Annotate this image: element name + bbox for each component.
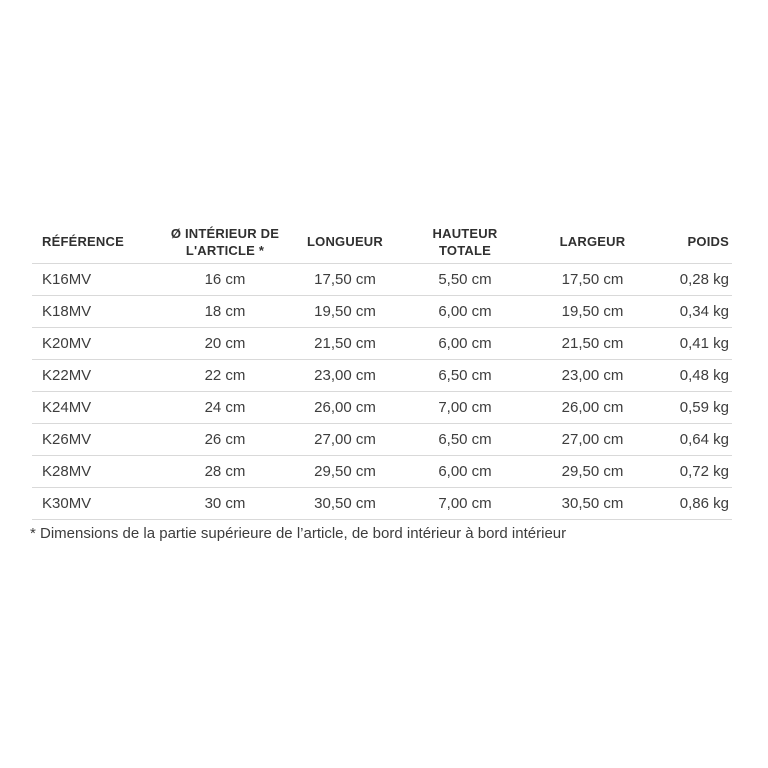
cell-hauteur-totale: 6,50 cm bbox=[390, 423, 540, 456]
table-row: K28MV 28 cm 29,50 cm 6,00 cm 29,50 cm 0,… bbox=[32, 455, 732, 488]
cell-diametre-interieur: 20 cm bbox=[150, 327, 300, 360]
cell-largeur: 29,50 cm bbox=[540, 455, 645, 488]
cell-longueur: 26,00 cm bbox=[300, 391, 390, 424]
col-header-hauteur-totale-label: HAUTEUR TOTALE bbox=[432, 225, 498, 258]
cell-reference: K30MV bbox=[32, 487, 150, 520]
cell-largeur: 17,50 cm bbox=[540, 263, 645, 296]
spec-table-container: RÉFÉRENCE Ø INTÉRIEUR DE L'ARTICLE * LON… bbox=[32, 222, 732, 520]
cell-reference: K18MV bbox=[32, 295, 150, 328]
col-header-poids-label: POIDS bbox=[687, 234, 729, 250]
col-header-longueur-label: LONGUEUR bbox=[307, 234, 383, 250]
cell-hauteur-totale: 6,00 cm bbox=[390, 455, 540, 488]
col-header-hauteur-totale: HAUTEUR TOTALE bbox=[390, 222, 540, 264]
cell-hauteur-totale: 7,00 cm bbox=[390, 391, 540, 424]
cell-diametre-interieur: 22 cm bbox=[150, 359, 300, 392]
footnote: * Dimensions de la partie supérieure de … bbox=[30, 525, 567, 542]
cell-hauteur-totale: 6,00 cm bbox=[390, 327, 540, 360]
cell-longueur: 23,00 cm bbox=[300, 359, 390, 392]
cell-largeur: 26,00 cm bbox=[540, 391, 645, 424]
cell-reference: K16MV bbox=[32, 263, 150, 296]
cell-longueur: 21,50 cm bbox=[300, 327, 390, 360]
cell-largeur: 19,50 cm bbox=[540, 295, 645, 328]
col-header-largeur-label: LARGEUR bbox=[559, 234, 626, 250]
cell-longueur: 29,50 cm bbox=[300, 455, 390, 488]
cell-hauteur-totale: 6,50 cm bbox=[390, 359, 540, 392]
cell-reference: K26MV bbox=[32, 423, 150, 456]
col-header-longueur: LONGUEUR bbox=[300, 222, 390, 264]
cell-reference: K28MV bbox=[32, 455, 150, 488]
cell-largeur: 21,50 cm bbox=[540, 327, 645, 360]
header-row: RÉFÉRENCE Ø INTÉRIEUR DE L'ARTICLE * LON… bbox=[32, 222, 732, 264]
cell-diametre-interieur: 16 cm bbox=[150, 263, 300, 296]
table-row: K16MV 16 cm 17,50 cm 5,50 cm 17,50 cm 0,… bbox=[32, 263, 732, 296]
col-header-poids: POIDS bbox=[645, 222, 732, 264]
col-header-diametre-interieur: Ø INTÉRIEUR DE L'ARTICLE * bbox=[150, 222, 300, 264]
col-header-reference: RÉFÉRENCE bbox=[32, 222, 150, 264]
cell-reference: K24MV bbox=[32, 391, 150, 424]
cell-diametre-interieur: 28 cm bbox=[150, 455, 300, 488]
cell-poids: 0,64 kg bbox=[645, 423, 732, 456]
cell-poids: 0,41 kg bbox=[645, 327, 732, 360]
cell-reference: K22MV bbox=[32, 359, 150, 392]
col-header-diametre-interieur-label: Ø INTÉRIEUR DE L'ARTICLE * bbox=[170, 225, 280, 258]
table-row: K22MV 22 cm 23,00 cm 6,50 cm 23,00 cm 0,… bbox=[32, 359, 732, 392]
cell-poids: 0,72 kg bbox=[645, 455, 732, 488]
cell-poids: 0,86 kg bbox=[645, 487, 732, 520]
cell-diametre-interieur: 18 cm bbox=[150, 295, 300, 328]
cell-hauteur-totale: 7,00 cm bbox=[390, 487, 540, 520]
cell-hauteur-totale: 6,00 cm bbox=[390, 295, 540, 328]
product-spec-table: RÉFÉRENCE Ø INTÉRIEUR DE L'ARTICLE * LON… bbox=[32, 222, 732, 520]
cell-diametre-interieur: 24 cm bbox=[150, 391, 300, 424]
cell-diametre-interieur: 30 cm bbox=[150, 487, 300, 520]
col-header-reference-label: RÉFÉRENCE bbox=[42, 234, 124, 250]
cell-hauteur-totale: 5,50 cm bbox=[390, 263, 540, 296]
cell-poids: 0,28 kg bbox=[645, 263, 732, 296]
cell-diametre-interieur: 26 cm bbox=[150, 423, 300, 456]
table-row: K18MV 18 cm 19,50 cm 6,00 cm 19,50 cm 0,… bbox=[32, 295, 732, 328]
table-row: K20MV 20 cm 21,50 cm 6,00 cm 21,50 cm 0,… bbox=[32, 327, 732, 360]
cell-largeur: 27,00 cm bbox=[540, 423, 645, 456]
cell-poids: 0,59 kg bbox=[645, 391, 732, 424]
cell-reference: K20MV bbox=[32, 327, 150, 360]
cell-longueur: 19,50 cm bbox=[300, 295, 390, 328]
cell-poids: 0,34 kg bbox=[645, 295, 732, 328]
cell-longueur: 27,00 cm bbox=[300, 423, 390, 456]
table-row: K30MV 30 cm 30,50 cm 7,00 cm 30,50 cm 0,… bbox=[32, 487, 732, 520]
table-row: K26MV 26 cm 27,00 cm 6,50 cm 27,00 cm 0,… bbox=[32, 423, 732, 456]
cell-longueur: 17,50 cm bbox=[300, 263, 390, 296]
cell-poids: 0,48 kg bbox=[645, 359, 732, 392]
col-header-largeur: LARGEUR bbox=[540, 222, 645, 264]
cell-largeur: 23,00 cm bbox=[540, 359, 645, 392]
cell-largeur: 30,50 cm bbox=[540, 487, 645, 520]
table-row: K24MV 24 cm 26,00 cm 7,00 cm 26,00 cm 0,… bbox=[32, 391, 732, 424]
cell-longueur: 30,50 cm bbox=[300, 487, 390, 520]
